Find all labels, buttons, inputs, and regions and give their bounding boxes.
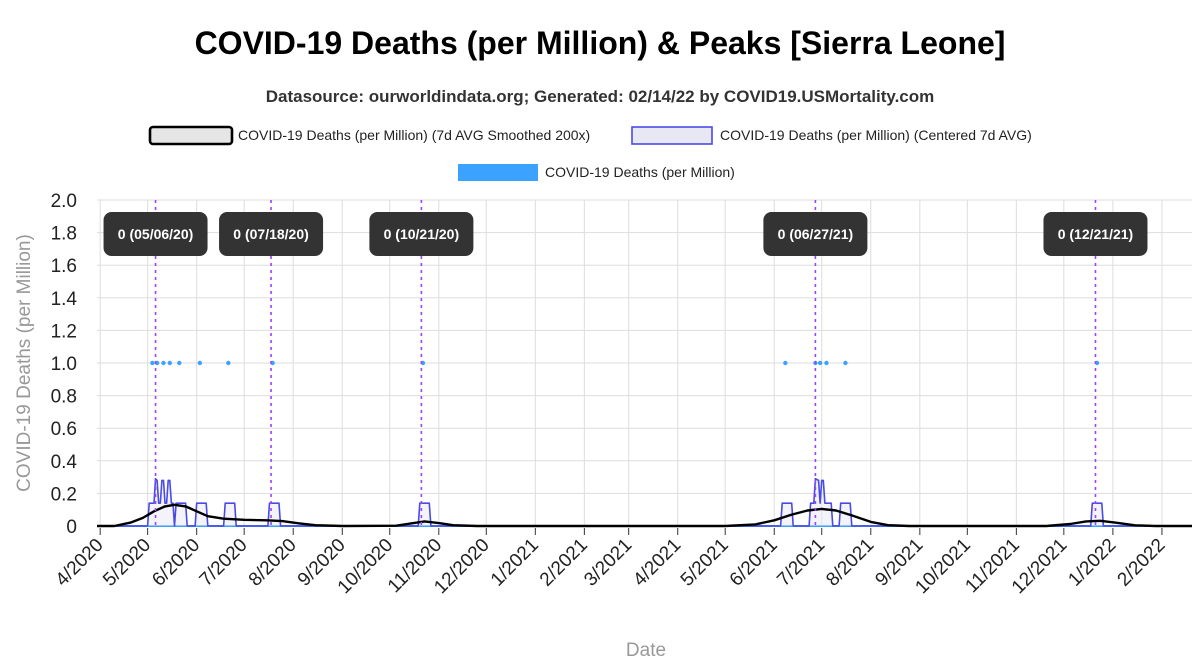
peak-label-box [763,212,868,256]
daily-point [817,360,823,366]
legend-swatch-avg7 [631,126,713,145]
peak-label: 0 (12/21/21) [1058,226,1134,242]
daily-point [150,360,155,366]
chart-subtitle: Datasource: ourworldindata.org; Generate… [266,87,935,106]
x-tick-label: 6/2020 [148,535,204,591]
y-axis-label: COVID-19 Deaths (per Million) [14,234,35,492]
y-tick-label: 0.2 [51,484,77,505]
peak-label-box [369,212,474,256]
smoothed-line [97,503,1192,528]
y-tick-label: 0 [66,517,77,538]
x-tick-label: 2/2022 [1114,535,1170,591]
y-tick-label: 0.4 [51,452,78,473]
x-tick-label: 2/2021 [536,535,592,591]
y-tick-label: 1.2 [51,321,77,342]
daily-point [824,360,829,366]
x-tick-label: 3/2021 [580,535,636,591]
daily-point [197,360,203,366]
peak-label-box [219,212,324,256]
legend-label: COVID-19 Deaths (per Million) [545,164,735,180]
axes: 00.20.40.60.81.01.21.41.61.82.04/20205/2… [51,191,1170,598]
x-tick-label: 8/2020 [245,535,301,591]
daily-point [783,360,788,366]
y-tick-label: 0.6 [51,419,77,440]
legend-label: COVID-19 Deaths (per Million) (Centered … [720,127,1032,143]
y-tick-label: 1.6 [51,256,77,277]
peak-label: 0 (06/27/21) [778,226,854,242]
legend-swatch-daily [458,164,538,181]
peak-label: 0 (07/18/20) [233,226,309,242]
y-tick-label: 2.0 [51,191,77,212]
avg7-line [97,477,1192,527]
daily-point [167,360,172,366]
legend: COVID-19 Deaths (per Million) (7d AVG Sm… [148,125,1032,181]
y-tick-label: 0.8 [51,387,77,408]
y-tick-label: 1.0 [51,354,77,375]
x-tick-label: 8/2021 [822,535,878,591]
chart-title: COVID-19 Deaths (per Million) & Peaks [S… [195,25,1006,61]
peak-annotations: 0 (05/06/20) 0 (07/18/20) 0 (10/21/20) 0 (0… [103,200,1148,526]
y-tick-label: 1.8 [51,224,77,245]
x-axis-label: Date [626,640,666,661]
y-tick-label: 1.4 [51,289,78,310]
grid [97,199,1192,527]
plot-area [97,360,1192,528]
x-tick-label: 5/2020 [99,535,155,591]
daily-point [177,360,182,366]
x-tick-label: 1/2021 [487,535,543,591]
x-tick-label: 4/2020 [52,535,108,591]
avg7-area [97,478,1192,526]
daily-point [161,360,166,366]
daily-point [226,360,231,366]
peak-label: 0 (05/06/20) [118,226,194,242]
x-tick-label: 1/2022 [1064,535,1120,591]
x-tick-label: 5/2021 [677,535,733,591]
x-tick-label: 6/2021 [726,535,782,591]
legend-swatch-smoothed [148,125,234,146]
x-tick-label: 7/2021 [773,535,829,591]
legend-label: COVID-19 Deaths (per Million) (7d AVG Sm… [238,127,590,143]
peak-label-box [1043,212,1148,256]
x-tick-label: 7/2020 [196,535,252,591]
daily-point [843,360,848,366]
x-tick-label: 4/2021 [629,535,685,591]
peak-label-box [103,212,208,256]
peak-label: 0 (10/21/20) [384,226,460,242]
